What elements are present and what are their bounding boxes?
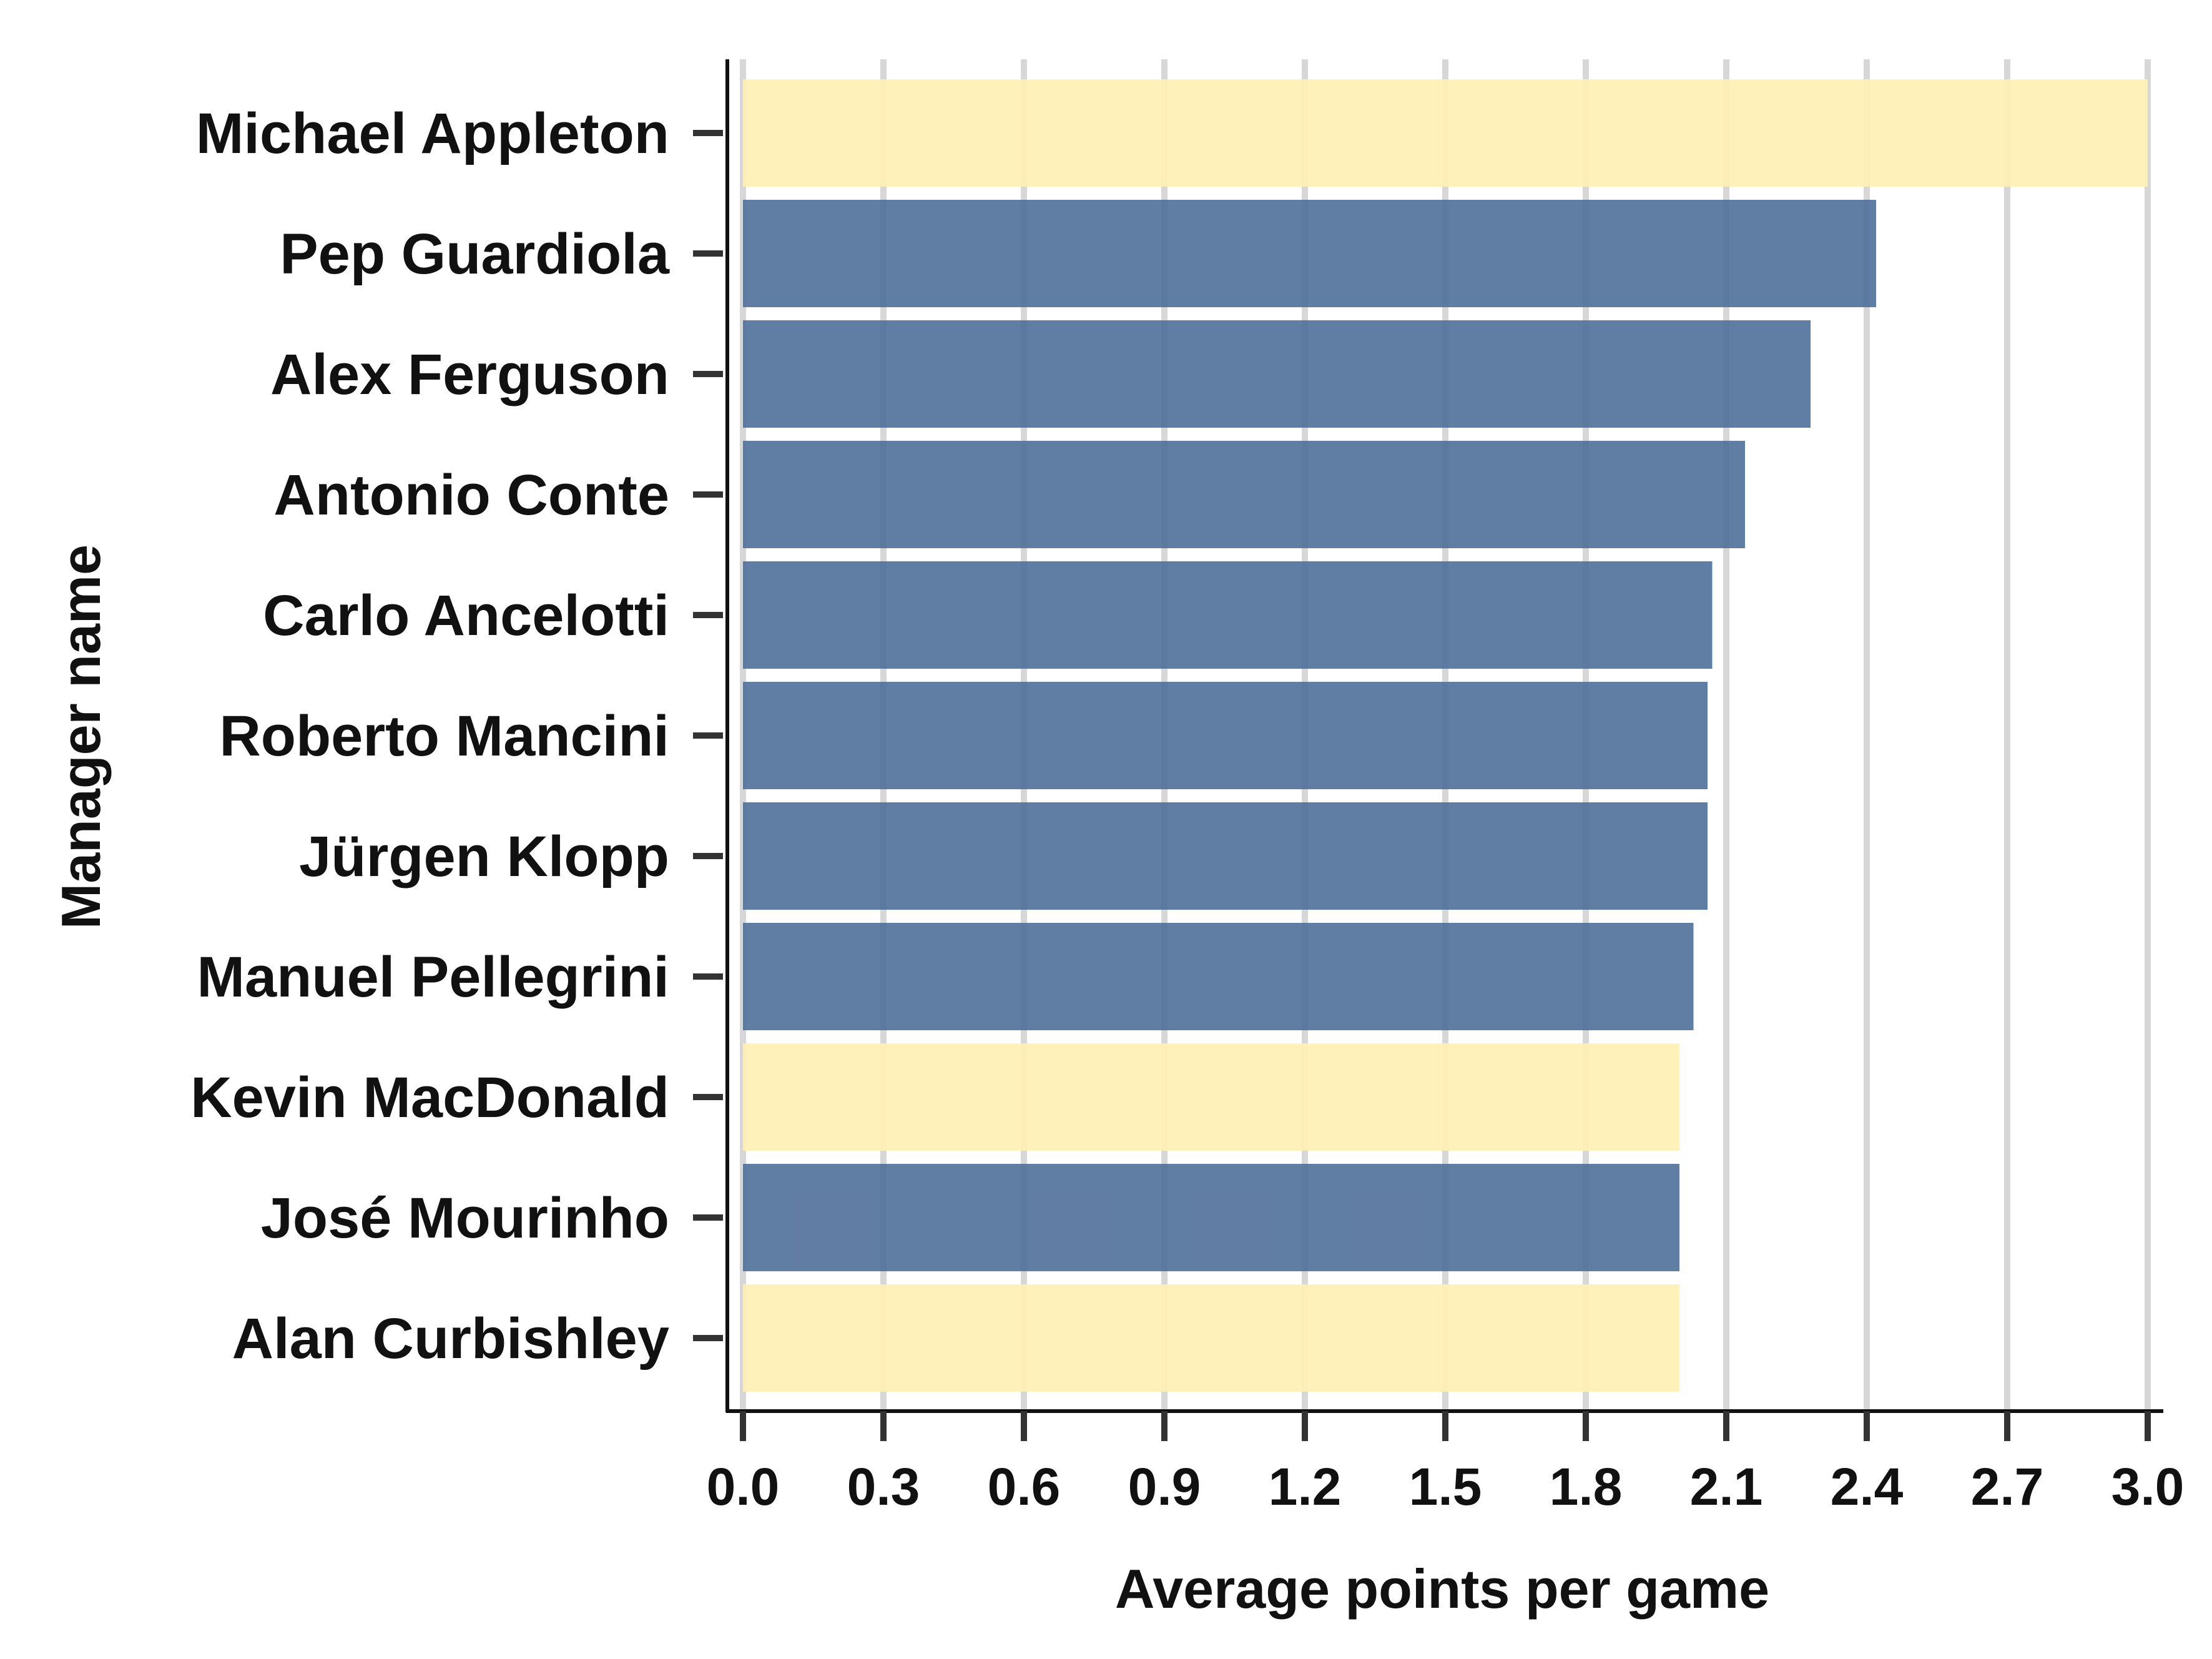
bar-j-rgen-klopp bbox=[743, 802, 1708, 910]
bar-antonio-conte bbox=[743, 441, 1745, 548]
x-tick-label: 0.0 bbox=[707, 1457, 780, 1516]
x-tick-label: 0.3 bbox=[847, 1457, 920, 1516]
bar-roberto-mancini bbox=[743, 682, 1708, 789]
category-label: Jürgen Klopp bbox=[299, 825, 669, 889]
x-tick-label: 1.8 bbox=[1550, 1457, 1623, 1516]
x-tick-label: 2.1 bbox=[1690, 1457, 1763, 1516]
bar-pep-guardiola bbox=[743, 200, 1876, 307]
bar-manuel-pellegrini bbox=[743, 923, 1694, 1030]
axes bbox=[693, 59, 2163, 1441]
labels: Michael Appleton Pep Guardiola Alex Fergus… bbox=[190, 102, 2184, 1516]
category-label: Carlo Ancelotti bbox=[263, 584, 669, 647]
category-label: Alan Curbishley bbox=[232, 1307, 669, 1371]
bar-michael-appleton bbox=[743, 79, 2148, 187]
bars bbox=[743, 79, 2148, 1392]
bar-carlo-ancelotti bbox=[743, 561, 1713, 669]
category-label: Michael Appleton bbox=[196, 102, 669, 165]
y-axis-title: Manager name bbox=[50, 544, 112, 929]
x-tick-label: 0.9 bbox=[1128, 1457, 1201, 1516]
category-label: José Mourinho bbox=[261, 1186, 669, 1250]
bar-alex-ferguson bbox=[743, 320, 1811, 428]
x-tick-label: 1.2 bbox=[1269, 1457, 1342, 1516]
bar-alan-curbishley bbox=[743, 1284, 1679, 1392]
x-tick-label: 1.5 bbox=[1409, 1457, 1482, 1516]
x-tick-label: 3.0 bbox=[2111, 1457, 2185, 1516]
bar-kevin-macdonald bbox=[743, 1043, 1679, 1151]
category-label: Kevin MacDonald bbox=[190, 1066, 669, 1130]
category-label: Alex Ferguson bbox=[270, 343, 669, 406]
category-label: Antonio Conte bbox=[273, 463, 669, 527]
x-tick-label: 2.7 bbox=[1971, 1457, 2044, 1516]
category-label: Manuel Pellegrini bbox=[197, 945, 669, 1009]
x-tick-label: 2.4 bbox=[1831, 1457, 1904, 1516]
category-label: Pep Guardiola bbox=[280, 222, 670, 286]
x-tick-label: 0.6 bbox=[988, 1457, 1061, 1516]
category-label: Roberto Mancini bbox=[219, 704, 669, 768]
bar-jos-mourinho bbox=[743, 1164, 1679, 1271]
x-axis-title: Average points per game bbox=[1115, 1558, 1769, 1620]
